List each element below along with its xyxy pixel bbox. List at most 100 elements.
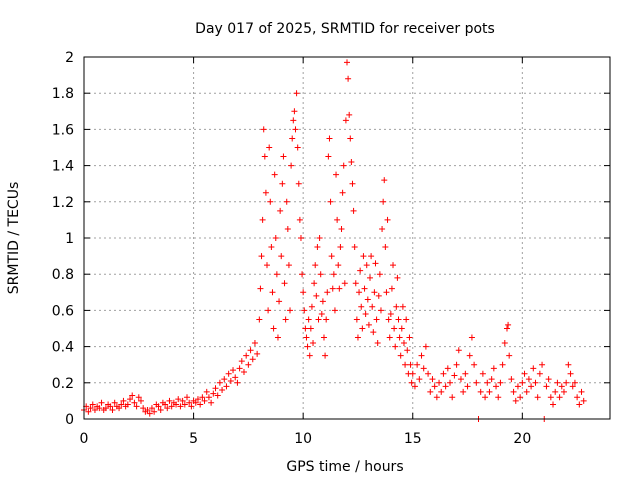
data-point: [351, 244, 358, 251]
data-point: [225, 370, 232, 377]
data-point: [565, 361, 572, 368]
data-point: [197, 401, 204, 408]
data-point: [528, 383, 535, 390]
data-point: [501, 339, 508, 346]
data-point: [157, 406, 164, 413]
data-point: [260, 126, 267, 133]
data-point: [398, 325, 405, 332]
data-point: [350, 207, 357, 214]
data-point: [300, 289, 307, 296]
data-point: [376, 271, 383, 278]
data-point: [210, 390, 217, 397]
data-point: [372, 260, 379, 267]
y-tick-label: 0.2: [52, 376, 74, 392]
data-point: [328, 253, 335, 260]
data-points: [81, 59, 587, 422]
data-point: [340, 162, 347, 169]
data-point: [554, 379, 561, 386]
data-point: [111, 399, 118, 406]
plot-frame: [83, 56, 611, 420]
grid-lines: [84, 57, 610, 419]
data-point: [403, 316, 410, 323]
data-point: [368, 253, 375, 260]
data-point: [444, 365, 451, 372]
data-point: [277, 207, 284, 214]
data-point: [373, 316, 380, 323]
data-point: [259, 216, 266, 223]
data-point: [188, 403, 195, 410]
data-point: [297, 235, 304, 241]
data-point: [292, 126, 299, 133]
data-point: [402, 361, 409, 368]
data-point: [223, 383, 230, 390]
data-point: [371, 289, 378, 296]
data-point: [203, 388, 210, 395]
data-point: [353, 316, 360, 323]
data-point: [552, 388, 559, 395]
data-point: [322, 352, 329, 359]
data-point: [308, 303, 315, 310]
data-point: [184, 394, 191, 401]
data-point: [358, 303, 365, 310]
data-point: [347, 135, 354, 142]
data-point: [318, 311, 325, 318]
data-point: [140, 405, 147, 412]
x-axis-label: GPS time / hours: [286, 459, 403, 475]
data-point: [212, 385, 219, 392]
y-tick-label: 0.6: [52, 303, 74, 319]
data-point: [274, 334, 281, 341]
data-point: [499, 361, 506, 368]
data-point: [268, 244, 275, 251]
data-point: [290, 117, 297, 124]
y-tick-label: 0.8: [52, 267, 74, 283]
data-point: [279, 180, 286, 187]
data-point: [116, 405, 123, 412]
data-point: [338, 225, 345, 232]
data-point: [258, 253, 265, 260]
data-point: [440, 370, 447, 377]
data-point: [457, 376, 464, 383]
y-tick-label: 1.8: [52, 86, 74, 102]
data-point: [455, 347, 462, 354]
x-tick-label: 15: [404, 431, 422, 447]
data-point: [177, 403, 184, 410]
data-point: [384, 216, 391, 223]
data-point: [367, 274, 374, 281]
data-point: [127, 396, 134, 403]
data-point: [354, 334, 361, 341]
data-point: [506, 352, 513, 359]
data-point: [302, 325, 309, 332]
chart-title: Day 017 of 2025, SRMTID for receiver pot…: [195, 21, 495, 37]
data-point: [563, 379, 570, 386]
data-point: [313, 292, 320, 299]
data-point: [374, 339, 381, 346]
data-point: [319, 298, 326, 305]
data-point: [257, 285, 264, 292]
data-point: [386, 334, 393, 341]
data-point: [230, 367, 237, 374]
data-point: [264, 262, 271, 269]
data-point: [560, 388, 567, 395]
data-point: [186, 399, 193, 406]
data-point: [301, 307, 308, 314]
data-point: [514, 383, 521, 390]
data-point: [247, 347, 254, 354]
data-point: [495, 394, 502, 401]
data-point: [280, 153, 287, 160]
data-point: [144, 406, 151, 413]
data-point: [289, 135, 296, 142]
data-point: [194, 396, 201, 403]
data-point: [416, 376, 423, 383]
data-point: [249, 356, 256, 363]
data-point: [269, 289, 276, 296]
data-point: [89, 401, 96, 408]
data-point: [466, 352, 473, 359]
data-point: [580, 397, 587, 404]
data-point: [356, 289, 363, 296]
data-point: [550, 401, 557, 408]
data-point: [449, 394, 456, 401]
data-point: [360, 253, 367, 260]
data-point: [370, 329, 377, 336]
data-point: [287, 307, 294, 314]
data-point: [569, 383, 576, 390]
